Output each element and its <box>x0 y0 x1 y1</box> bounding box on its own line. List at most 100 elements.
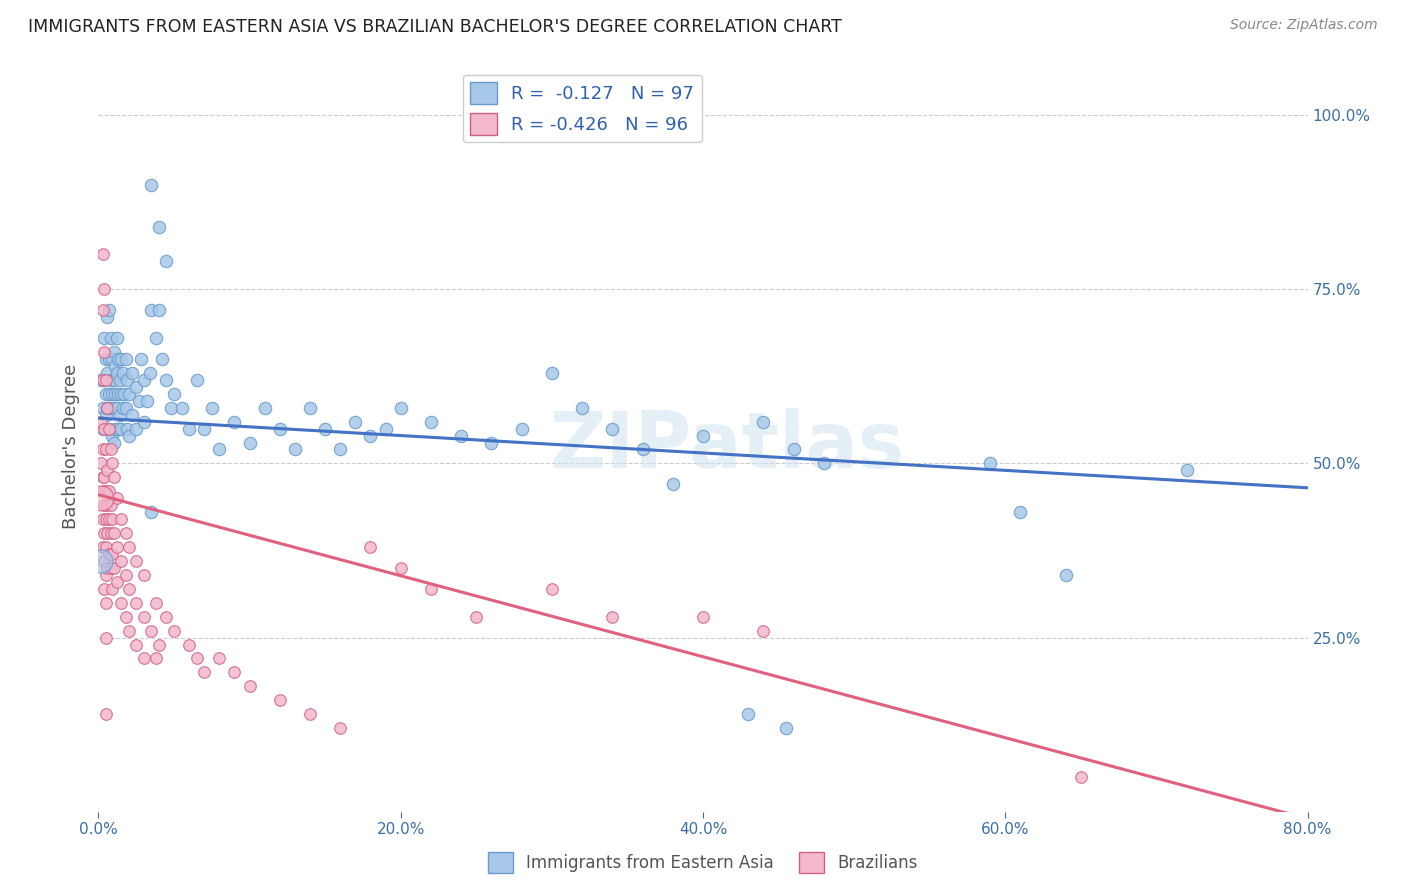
Point <box>121 408 143 422</box>
Point <box>107 351 129 366</box>
Point <box>105 401 128 415</box>
Point <box>111 401 134 415</box>
Point <box>91 442 114 457</box>
Point <box>100 401 122 415</box>
Point <box>98 303 121 318</box>
Point <box>107 421 129 435</box>
Point <box>118 624 141 638</box>
Point <box>602 609 624 624</box>
Point <box>105 491 128 506</box>
Point <box>193 665 215 680</box>
Point <box>160 401 183 415</box>
Point <box>93 345 115 359</box>
Point <box>105 574 128 589</box>
Point <box>91 421 114 435</box>
Point <box>224 415 246 429</box>
Point <box>105 540 128 554</box>
Point <box>253 401 276 415</box>
Point <box>148 303 170 318</box>
Point <box>481 435 503 450</box>
Point <box>98 484 121 499</box>
Point <box>148 638 170 652</box>
Point <box>163 386 186 401</box>
Point <box>344 415 367 429</box>
Point <box>104 359 127 373</box>
Point <box>114 567 136 582</box>
Point <box>94 351 117 366</box>
Point <box>110 351 132 366</box>
Point <box>94 408 117 422</box>
Point <box>141 505 163 519</box>
Point <box>103 526 125 541</box>
Point <box>299 707 322 722</box>
Point <box>145 331 167 345</box>
Point <box>269 693 291 707</box>
Point <box>752 624 775 638</box>
Point <box>103 401 125 415</box>
Point <box>155 609 177 624</box>
Point <box>783 442 806 457</box>
Point <box>98 351 121 366</box>
Point <box>118 582 141 596</box>
Point <box>100 561 122 575</box>
Point <box>193 421 215 435</box>
Point <box>94 596 117 610</box>
Point <box>329 442 352 457</box>
Point <box>139 366 162 380</box>
Point <box>93 554 115 568</box>
Point <box>98 421 121 435</box>
Point <box>661 477 683 491</box>
Point <box>132 415 155 429</box>
Point <box>90 491 112 506</box>
Point <box>93 282 115 296</box>
Point <box>145 596 167 610</box>
Point <box>91 303 114 318</box>
Point <box>360 540 382 554</box>
Y-axis label: Bachelor's Degree: Bachelor's Degree <box>62 363 80 529</box>
Text: Source: ZipAtlas.com: Source: ZipAtlas.com <box>1230 18 1378 32</box>
Point <box>105 331 128 345</box>
Point <box>93 421 115 435</box>
Point <box>93 331 115 345</box>
Point <box>94 540 117 554</box>
Point <box>108 373 131 387</box>
Point <box>179 421 201 435</box>
Point <box>94 484 117 499</box>
Point <box>93 373 115 387</box>
Point <box>91 540 114 554</box>
Point <box>208 442 231 457</box>
Point <box>114 351 136 366</box>
Point <box>125 554 148 568</box>
Point <box>129 351 152 366</box>
Point <box>107 386 129 401</box>
Point <box>91 484 114 499</box>
Point <box>103 345 125 359</box>
Point <box>101 351 124 366</box>
Point <box>692 609 714 624</box>
Point <box>299 401 322 415</box>
Point <box>737 707 759 722</box>
Point <box>94 373 117 387</box>
Point <box>90 415 112 429</box>
Point <box>100 442 122 457</box>
Point <box>94 631 117 645</box>
Point <box>360 428 382 442</box>
Text: ZIPatlas: ZIPatlas <box>550 408 904 484</box>
Point <box>90 373 112 387</box>
Point <box>114 609 136 624</box>
Point <box>752 415 775 429</box>
Point <box>1070 770 1092 784</box>
Point <box>115 421 138 435</box>
Point <box>125 421 148 435</box>
Point <box>201 401 224 415</box>
Point <box>1175 463 1198 477</box>
Point <box>118 540 141 554</box>
Point <box>93 470 115 484</box>
Point <box>775 721 797 735</box>
Point <box>208 651 231 665</box>
Point <box>108 408 131 422</box>
Point <box>692 428 714 442</box>
Point <box>98 547 121 561</box>
Point <box>135 393 157 408</box>
Point <box>510 421 533 435</box>
